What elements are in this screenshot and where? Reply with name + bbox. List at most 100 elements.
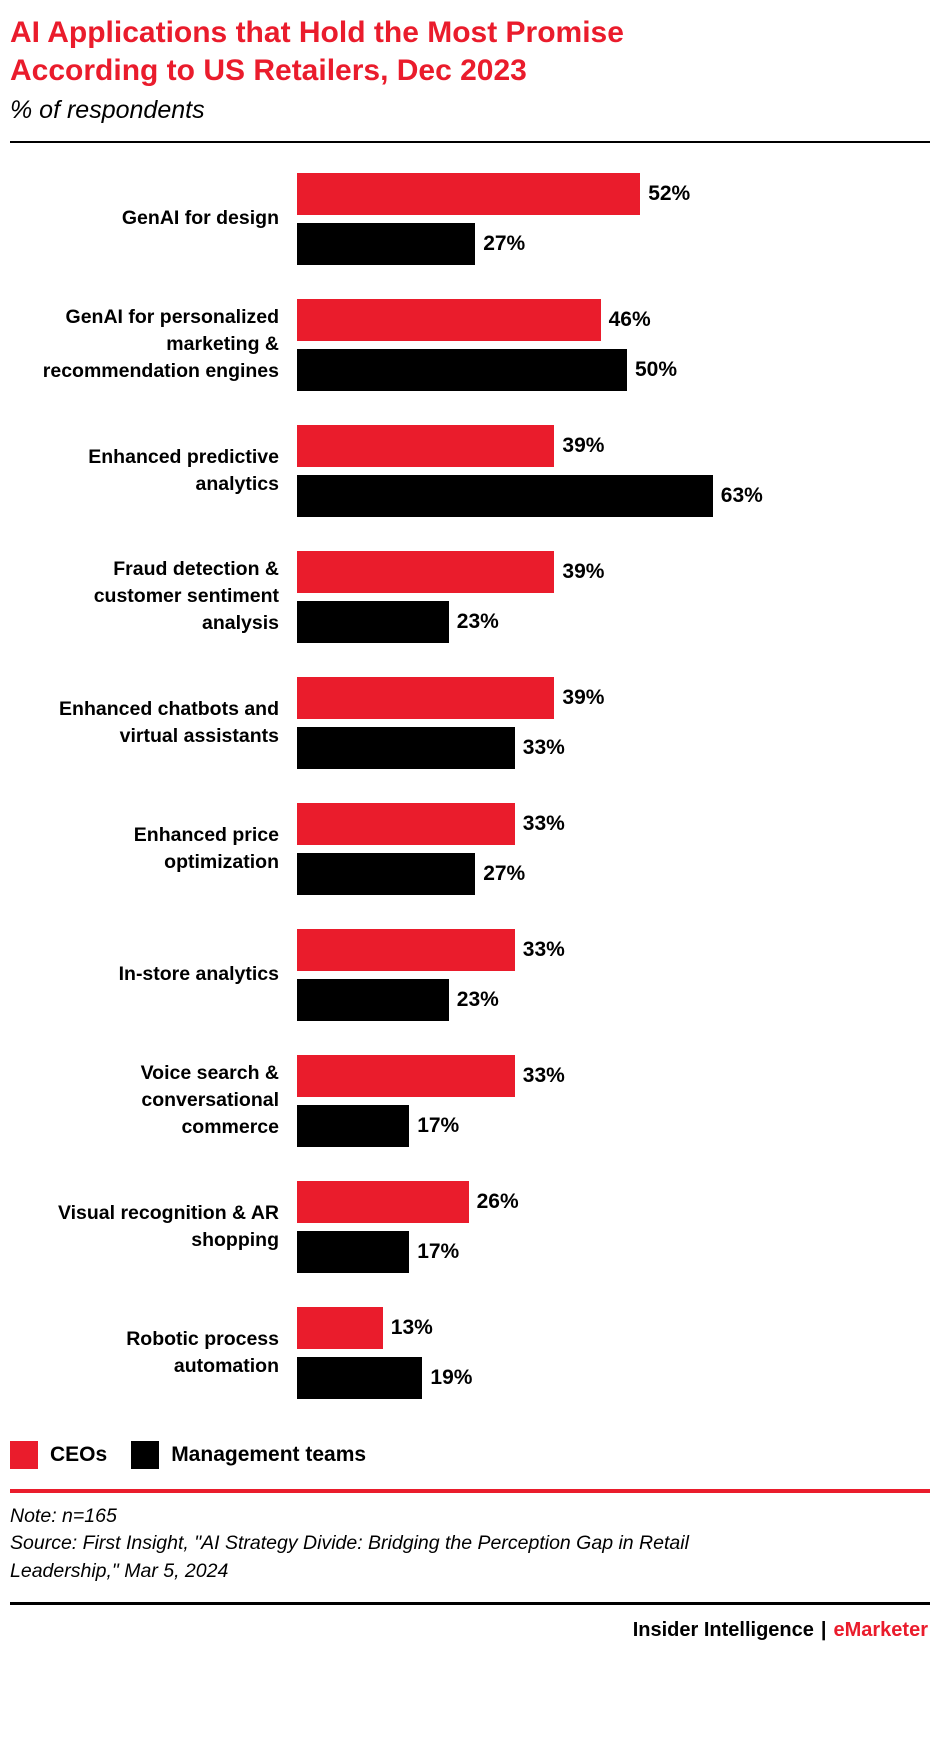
page-title: AI Applications that Hold the Most Promi… xyxy=(10,14,930,90)
bar-line-management: 27% xyxy=(297,222,930,265)
bar-ceos xyxy=(297,424,555,467)
value-label-management: 17% xyxy=(417,1239,460,1263)
value-label-management: 50% xyxy=(635,357,678,381)
bar-line-ceos: 33% xyxy=(297,928,930,971)
category-label-text: GenAI for design xyxy=(121,207,279,230)
footer-divider xyxy=(10,1601,930,1605)
bar-group: 46% 50% xyxy=(297,298,930,391)
bar-management xyxy=(297,978,449,1021)
value-label-ceos: 26% xyxy=(476,1189,519,1213)
category-label-text: In-store analytics xyxy=(118,963,279,986)
category-label: GenAI for design xyxy=(10,205,297,232)
header-divider xyxy=(10,140,930,143)
bar-management xyxy=(297,1230,410,1273)
bar-management xyxy=(297,348,627,391)
source-text: Source: First Insight, "AI Strategy Divi… xyxy=(10,1532,689,1583)
title-line-1: AI Applications that Hold the Most Promi… xyxy=(10,16,624,49)
value-label-ceos: 46% xyxy=(608,307,651,331)
legend-swatch-ceos xyxy=(10,1440,38,1469)
chart-row: GenAI for personalized marketing & recom… xyxy=(10,298,930,391)
note-text: Note: n=165 xyxy=(10,1504,117,1527)
value-label-management: 33% xyxy=(522,735,565,759)
bar-management xyxy=(297,1104,410,1147)
category-label: Fraud detection & customer sentiment ana… xyxy=(10,556,297,637)
legend-label-ceos: CEOs xyxy=(50,1442,108,1466)
legend-label-management: Management teams xyxy=(171,1442,367,1466)
value-label-ceos: 39% xyxy=(562,433,605,457)
value-label-ceos: 33% xyxy=(522,937,565,961)
category-label: GenAI for personalized marketing & recom… xyxy=(10,304,297,385)
chart-row: Robotic process automation 13% 19% xyxy=(10,1306,930,1399)
bar-line-ceos: 52% xyxy=(297,172,930,215)
chart-row: Enhanced price optimization 33% 27% xyxy=(10,802,930,895)
chart-row: Enhanced predictive analytics 39% 63% xyxy=(10,424,930,517)
chart-rows: GenAI for design 52% 27% GenAI for personal… xyxy=(10,172,930,1399)
chart-row: Voice search & conversational commerce 33… xyxy=(10,1054,930,1147)
legend-item-management: Management teams xyxy=(131,1440,367,1469)
value-label-ceos: 39% xyxy=(562,685,605,709)
emarketer-wordmark: eMarketer xyxy=(833,1618,928,1641)
brand-footer: Insider Intelligence | eMarketer xyxy=(10,1605,930,1666)
bar-line-management: 19% xyxy=(297,1356,930,1399)
bar-chart: GenAI for design 52% 27% GenAI for personal… xyxy=(10,172,930,1399)
brand-separator: | xyxy=(820,1618,827,1641)
value-label-ceos: 39% xyxy=(562,559,605,583)
category-label: In-store analytics xyxy=(10,961,297,988)
category-label: Enhanced price optimization xyxy=(10,822,297,876)
bar-management xyxy=(297,1356,423,1399)
value-label-management: 63% xyxy=(720,483,763,507)
category-label-text: GenAI for personalized marketing & recom… xyxy=(42,306,279,383)
bar-ceos xyxy=(297,172,641,215)
category-label: Enhanced chatbots and virtual assistants xyxy=(10,696,297,750)
title-line-2: According to US Retailers, Dec 2023 xyxy=(10,54,527,88)
bar-line-management: 50% xyxy=(297,348,930,391)
bar-ceos xyxy=(297,1180,469,1223)
category-label: Voice search & conversational commerce xyxy=(10,1060,297,1141)
chart-row: GenAI for design 52% 27% xyxy=(10,172,930,265)
value-label-management: 23% xyxy=(456,987,499,1011)
bar-group: 39% 23% xyxy=(297,550,930,643)
bar-line-management: 17% xyxy=(297,1230,930,1273)
legend-swatch-management xyxy=(131,1440,160,1469)
bar-management xyxy=(297,222,476,265)
bar-management xyxy=(297,852,476,895)
value-label-ceos: 13% xyxy=(390,1315,433,1339)
value-label-ceos: 52% xyxy=(648,181,691,205)
bar-ceos xyxy=(297,928,515,971)
bar-line-ceos: 26% xyxy=(297,1180,930,1223)
chart-row: In-store analytics 33% 23% xyxy=(10,928,930,1021)
category-label-text: Enhanced price optimization xyxy=(133,823,279,873)
bar-line-ceos: 39% xyxy=(297,676,930,719)
bar-ceos xyxy=(297,1054,515,1097)
bar-management xyxy=(297,726,515,769)
bar-ceos xyxy=(297,1306,383,1349)
bar-ceos xyxy=(297,802,515,845)
value-label-ceos: 33% xyxy=(522,1063,565,1087)
legend-item-ceos: CEOs xyxy=(10,1440,108,1469)
category-label: Visual recognition & AR shopping xyxy=(10,1200,297,1254)
bar-management xyxy=(297,600,449,643)
bar-line-ceos: 39% xyxy=(297,424,930,467)
bar-group: 33% 17% xyxy=(297,1054,930,1147)
value-label-ceos: 33% xyxy=(522,811,565,835)
bar-ceos xyxy=(297,676,555,719)
bar-line-ceos: 46% xyxy=(297,298,930,341)
bar-group: 26% 17% xyxy=(297,1180,930,1273)
chart-subtitle: % of respondents xyxy=(10,96,205,125)
value-label-management: 27% xyxy=(483,231,526,255)
category-label-text: Fraud detection & customer sentiment ana… xyxy=(93,558,279,635)
bar-group: 33% 23% xyxy=(297,928,930,1021)
category-label: Enhanced predictive analytics xyxy=(10,444,297,498)
bar-line-ceos: 39% xyxy=(297,550,930,593)
bar-group: 33% 27% xyxy=(297,802,930,895)
bar-group: 13% 19% xyxy=(297,1306,930,1399)
bar-ceos xyxy=(297,298,601,341)
bar-group: 39% 63% xyxy=(297,424,930,517)
bar-line-ceos: 33% xyxy=(297,1054,930,1097)
category-label-text: Visual recognition & AR shopping xyxy=(57,1201,279,1251)
bar-group: 52% 27% xyxy=(297,172,930,265)
category-label-text: Enhanced chatbots and virtual assistants xyxy=(59,697,279,747)
category-label-text: Enhanced predictive analytics xyxy=(88,445,279,495)
bar-line-management: 23% xyxy=(297,978,930,1021)
category-label-text: Robotic process automation xyxy=(126,1327,279,1377)
